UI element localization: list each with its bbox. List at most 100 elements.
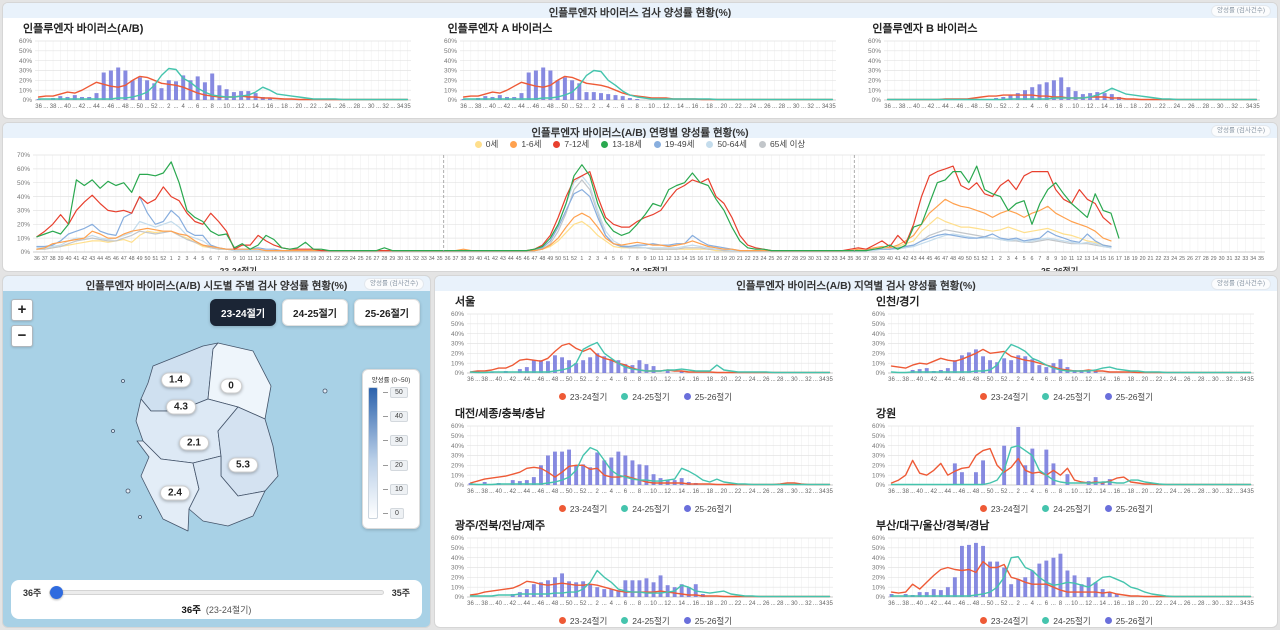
legend-item[interactable]: 23-24절기 (129, 118, 177, 119)
svg-text:...: ... (517, 601, 522, 607)
map-zoom-out-button[interactable]: − (11, 325, 33, 347)
legend-item[interactable]: 25-26절기 (1104, 391, 1153, 403)
svg-text:...: ... (1107, 601, 1112, 607)
svg-text:26: 26 (763, 601, 770, 607)
svg-text:10: 10 (1071, 377, 1078, 383)
legend-label: 50-64세 (717, 139, 747, 150)
legend-item[interactable]: 23-24절기 (558, 503, 607, 515)
svg-text:...: ... (1107, 377, 1112, 383)
legend-item[interactable]: 23-24절기 (553, 118, 601, 119)
legend-item[interactable]: 25-26절기 (683, 391, 732, 403)
legend-item[interactable]: 25-26절기 (1103, 118, 1151, 119)
svg-text:20%: 20% (872, 575, 885, 582)
svg-text:33: 33 (421, 256, 427, 262)
svg-text:49: 49 (547, 256, 553, 262)
svg-text:...: ... (686, 601, 691, 607)
legend-item[interactable]: 23-24절기 (979, 391, 1028, 403)
legend-dot (1104, 505, 1112, 512)
svg-text:40%: 40% (444, 58, 457, 65)
legend-item[interactable]: 24-25절기 (621, 615, 670, 627)
legend-item[interactable]: 24-25절기 (1042, 391, 1091, 403)
svg-text:50%: 50% (451, 433, 464, 440)
svg-text:8: 8 (1059, 489, 1063, 495)
legend-item[interactable]: 25-26절기 (1104, 503, 1153, 515)
svg-text:38: 38 (902, 601, 909, 607)
svg-text:44: 44 (523, 377, 530, 383)
legend-item[interactable]: 25-26절기 (683, 503, 732, 515)
svg-text:3: 3 (1007, 256, 1010, 262)
map-value-bubble[interactable]: 0 (220, 378, 242, 394)
legend-label: 24-25절기 (632, 503, 670, 514)
svg-text:...: ... (630, 489, 635, 495)
svg-text:8: 8 (638, 377, 642, 383)
svg-text:20: 20 (1142, 601, 1149, 607)
svg-text:48: 48 (973, 489, 980, 495)
legend-item[interactable]: 1-6세 (510, 138, 541, 150)
scale-tick: 50 (383, 387, 414, 398)
legend-item[interactable]: 65세 이상 (758, 138, 805, 150)
legend-item[interactable]: 19-49세 (653, 138, 694, 150)
svg-text:2: 2 (1017, 601, 1021, 607)
svg-text:36: 36 (888, 377, 895, 383)
svg-text:50: 50 (987, 377, 994, 383)
svg-text:35: 35 (1247, 489, 1254, 495)
legend-dot (653, 140, 661, 148)
svg-text:...: ... (771, 489, 776, 495)
svg-text:...: ... (390, 104, 395, 110)
week-slider-handle[interactable] (50, 586, 64, 599)
svg-text:28: 28 (1203, 104, 1210, 110)
svg-text:...: ... (952, 489, 957, 495)
svg-text:17: 17 (1116, 256, 1122, 262)
map-value-bubble[interactable]: 2.4 (160, 485, 190, 501)
chart-cell: 인플루엔자 A 바이러스 0% 10% 20% 30% 40% 50% 60% 36... 38.… (428, 18, 853, 119)
legend-item[interactable]: 0세 (474, 138, 498, 150)
legend-item[interactable]: 23-24절기 (979, 615, 1028, 627)
week-slider-track[interactable] (49, 586, 384, 599)
legend-item[interactable]: 24-25절기 (621, 503, 670, 515)
legend-item[interactable]: 23-24절기 (978, 118, 1026, 119)
legend-dot (979, 617, 987, 624)
map-value-bubble[interactable]: 2.1 (179, 435, 209, 451)
chart-cell: 부산/대구/울산/경북/경남 0% 10% 20% 30% 40% 50% 60% 36... 3… (856, 515, 1277, 627)
map-value-bubble[interactable]: 1.4 (161, 372, 191, 388)
season-tab-23-24[interactable]: 23-24절기 (210, 299, 277, 326)
map-value-bubble[interactable]: 4.3 (166, 399, 196, 415)
map-region-gyeongnam[interactable] (188, 455, 266, 527)
legend-item[interactable]: 25-26절기 (678, 118, 726, 119)
legend-item[interactable]: 50-64세 (706, 138, 747, 150)
legend-item[interactable]: 25-26절기 (683, 615, 732, 627)
svg-text:4: 4 (1015, 256, 1018, 262)
map-value-bubble[interactable]: 5.3 (228, 457, 258, 473)
svg-text:...: ... (531, 377, 536, 383)
svg-text:...: ... (613, 104, 618, 110)
svg-text:6: 6 (1031, 256, 1034, 262)
legend-item[interactable]: 23-24절기 (558, 615, 607, 627)
legend-item[interactable]: 25-26절기 (1104, 615, 1153, 627)
svg-text:...: ... (743, 104, 748, 110)
map-zoom-in-button[interactable]: + (11, 299, 33, 321)
svg-text:...: ... (1065, 377, 1070, 383)
svg-text:...: ... (468, 104, 473, 110)
svg-text:...: ... (1065, 601, 1070, 607)
legend-item[interactable]: 23-24절기 (558, 391, 607, 403)
legend-item[interactable]: 23-24절기 (979, 503, 1028, 515)
svg-text:14: 14 (678, 377, 685, 383)
legend-item[interactable]: 24-25절기 (191, 118, 239, 119)
season-tab-25-26[interactable]: 25-26절기 (354, 299, 420, 326)
legend-item[interactable]: 24-25절기 (1042, 503, 1091, 515)
svg-text:51: 51 (152, 256, 158, 262)
svg-text:23: 23 (342, 256, 348, 262)
legend-item[interactable]: 24-25절기 (621, 391, 670, 403)
svg-text:...: ... (644, 489, 649, 495)
legend-item[interactable]: 7-12세 (553, 138, 589, 150)
svg-text:60%: 60% (17, 167, 30, 174)
svg-text:...: ... (1037, 601, 1042, 607)
legend-item[interactable]: 25-26절기 (254, 118, 302, 119)
legend-item[interactable]: 24-25절기 (616, 118, 664, 119)
legend-item[interactable]: 13-18세 (601, 138, 642, 150)
svg-text:...: ... (1037, 377, 1042, 383)
legend-item[interactable]: 24-25절기 (1042, 615, 1091, 627)
svg-text:3: 3 (186, 256, 189, 262)
legend-item[interactable]: 24-25절기 (1040, 118, 1088, 119)
season-tab-24-25[interactable]: 24-25절기 (282, 299, 349, 326)
